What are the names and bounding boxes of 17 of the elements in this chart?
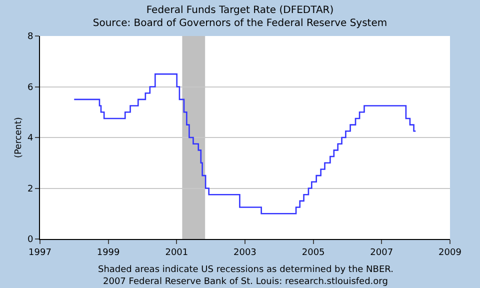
text: Shaded areas indicate US recessions as determined by the NBER. xyxy=(98,265,394,275)
text: 2007 Federal Reserve Bank of St. Louis: research.stlouisfed.org xyxy=(103,277,388,287)
chart-subtitle: Source: Board of Governors of the Federal Reserve System xyxy=(92,18,388,29)
y-tick-label: 6 xyxy=(27,82,34,93)
x-tick-label: 2001 xyxy=(165,248,188,258)
chart-title: Federal Funds Target Rate (DFEDTAR) xyxy=(146,4,334,16)
x-tick-label: 2007 xyxy=(370,248,394,258)
y-tick-label: 2 xyxy=(27,184,34,194)
x-tick-label: 1999 xyxy=(96,248,120,258)
x-tick-label: 1997 xyxy=(28,248,52,258)
x-tick-label: 2009 xyxy=(438,248,462,258)
y-tick-label: 4 xyxy=(27,134,34,144)
y-axis-title: (Percent) xyxy=(14,117,24,158)
x-tick-label: 2005 xyxy=(302,248,325,258)
y-tick-label: 8 xyxy=(27,32,34,42)
x-tick-label: 2003 xyxy=(233,248,256,258)
y-tick-label: 0 xyxy=(27,235,34,246)
